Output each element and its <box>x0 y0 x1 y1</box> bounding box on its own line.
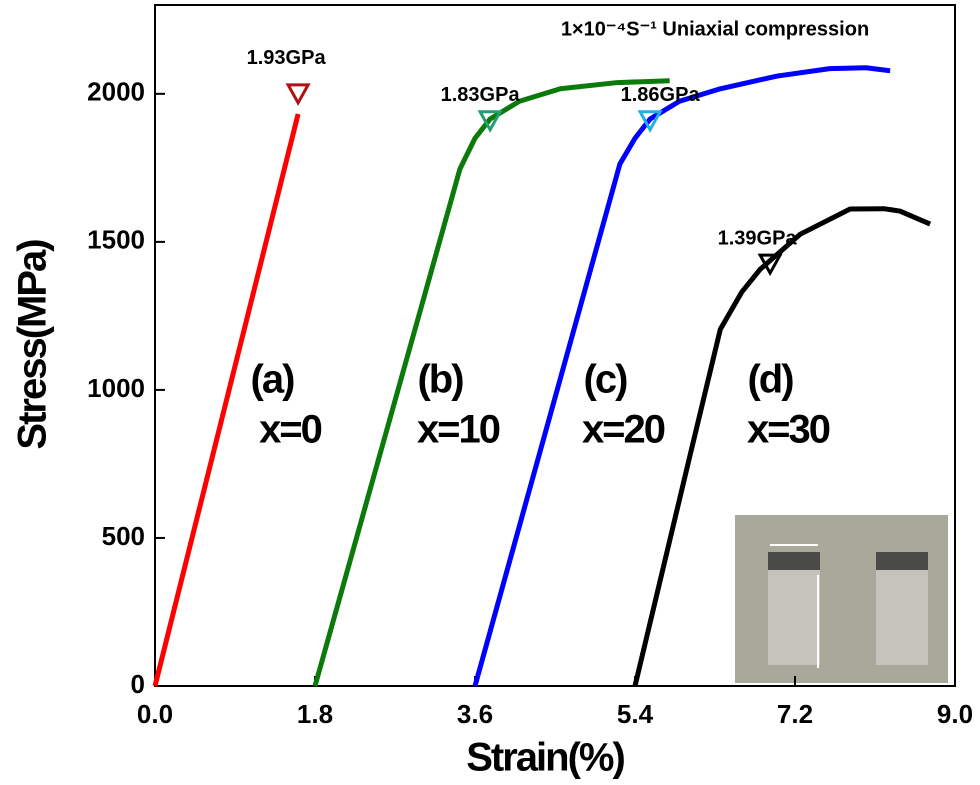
y-tick-label: 0 <box>131 669 145 699</box>
curve-label: (c) <box>584 358 628 402</box>
data-line <box>312 78 670 687</box>
y-tick-label: 2000 <box>87 77 145 107</box>
peak-marker <box>477 110 503 133</box>
curve-label: (d) <box>747 358 793 402</box>
y-tick-label: 500 <box>102 521 145 551</box>
curve-composition: x=0 <box>259 408 322 452</box>
chart-title: 1×10⁻⁴S⁻¹ Uniaxial compression <box>561 18 869 40</box>
curve-composition: x=10 <box>417 408 500 452</box>
x-tick-label: 0.0 <box>137 699 173 729</box>
plot-frame <box>154 4 956 687</box>
x-tick-label: 1.8 <box>297 699 333 729</box>
curve-composition: x=20 <box>582 408 665 452</box>
sample-top <box>768 552 820 570</box>
x-axis-label: Strain(%) <box>466 736 624 780</box>
y-tick-label: 1000 <box>87 373 145 403</box>
peak-label: 1.83GPa <box>441 84 521 106</box>
x-tick-label: 9.0 <box>937 699 973 729</box>
peak-marker <box>285 83 311 106</box>
curve-label: (b) <box>417 358 463 402</box>
x-tick-label: 7.2 <box>777 699 813 729</box>
curve-label: (a) <box>251 358 295 402</box>
peak-label: 1.93GPa <box>247 47 327 69</box>
x-tick-label: 3.6 <box>457 699 493 729</box>
peak-label: 1.86GPa <box>621 84 701 106</box>
sample-top <box>876 552 928 570</box>
curve-composition: x=30 <box>747 408 830 452</box>
data-line <box>472 65 891 687</box>
peak-marker <box>757 253 783 277</box>
peak-marker <box>637 110 663 133</box>
y-axis-label: Stress(MPa) <box>11 240 55 450</box>
inset-photo <box>735 515 948 683</box>
sample-body <box>876 570 928 665</box>
data-line <box>632 206 932 687</box>
x-tick-label: 5.4 <box>617 699 654 729</box>
peak-label: 1.39GPa <box>718 227 798 249</box>
data-line <box>152 113 301 687</box>
sample-body <box>768 570 820 665</box>
y-tick-label: 1500 <box>87 225 145 255</box>
